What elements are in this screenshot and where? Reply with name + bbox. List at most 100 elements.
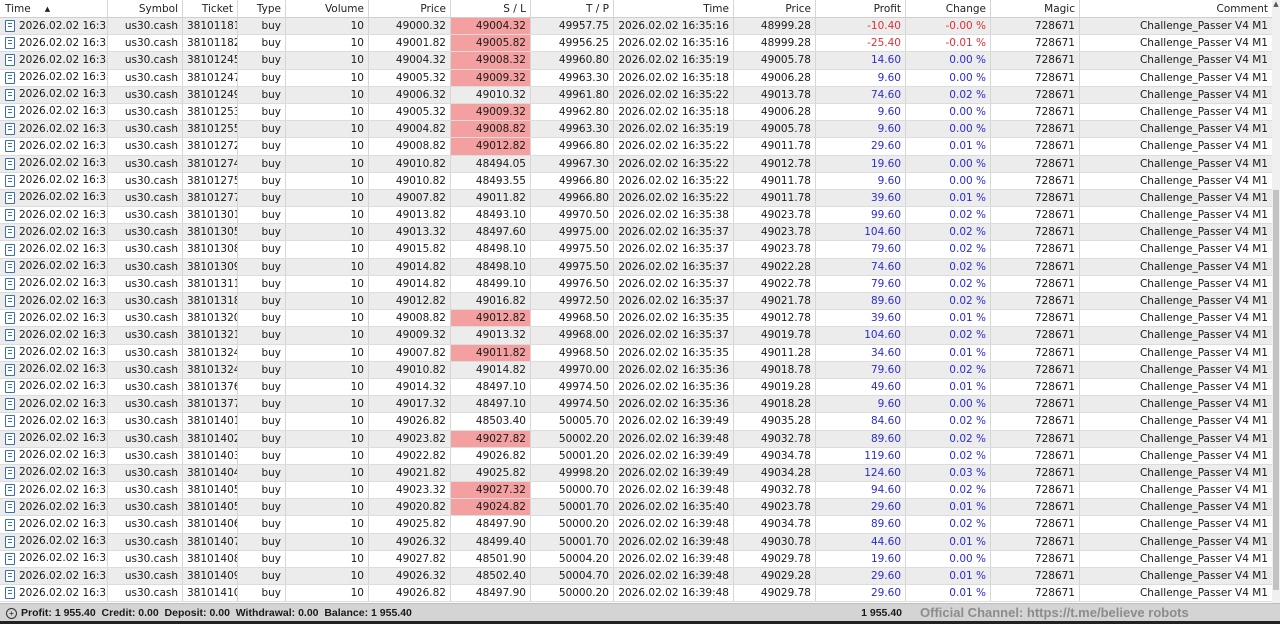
cell-comment: Challenge_Passer V4 M1: [1080, 18, 1272, 34]
cell-text: 9.60: [877, 174, 901, 187]
column-header-profit[interactable]: Profit: [816, 0, 906, 17]
column-header-symbol[interactable]: Symbol: [108, 0, 183, 17]
cell-open-price: 49026.32: [369, 568, 451, 585]
cell-symbol: us30.cash: [108, 550, 183, 567]
table-row[interactable]: 2026.02.02 16:35:... us30.cash 381013057 bu…: [0, 224, 1272, 242]
cell-change: 0.02 %: [906, 86, 991, 103]
cell-profit: 79.60: [816, 275, 906, 292]
cell-text: 49024.82: [475, 501, 526, 514]
table-row[interactable]: 2026.02.02 16:35:... us30.cash 381014019 bu…: [0, 413, 1272, 431]
cell-text: 2026.02.02 16:35:...: [19, 19, 107, 32]
table-row[interactable]: 2026.02.02 16:35:... us30.cash 381014024 bu…: [0, 430, 1272, 448]
cell-stop-loss: 48497.10: [451, 396, 531, 413]
cell-text: 2026.02.02 16:35:37: [618, 329, 729, 342]
cell-type: buy: [238, 310, 286, 327]
column-header-volume[interactable]: Volume: [286, 0, 369, 17]
scrollbar-thumb[interactable]: [1273, 190, 1279, 590]
cell-symbol: us30.cash: [108, 430, 183, 447]
table-row[interactable]: 2026.02.02 16:35:... us30.cash 381012770 bu…: [0, 189, 1272, 208]
table-row[interactable]: 2026.02.02 16:35:... us30.cash 381013217 bu…: [0, 327, 1272, 345]
column-header-stop-loss[interactable]: S / L: [451, 0, 531, 17]
table-row[interactable]: 2026.02.02 16:35:... us30.cash 381013770 bu…: [0, 396, 1272, 414]
table-row[interactable]: 2026.02.02 16:35:... us30.cash 381013249 bu…: [0, 361, 1272, 379]
column-header-take-profit[interactable]: T / P: [531, 0, 614, 17]
cell-comment: Challenge_Passer V4 M1: [1080, 259, 1272, 275]
table-row[interactable]: 2026.02.02 16:35:... us30.cash 381012537 bu…: [0, 103, 1272, 122]
column-header-change[interactable]: Change: [906, 0, 991, 17]
table-row[interactable]: 2026.02.02 16:35:... us30.cash 381012552 bu…: [0, 121, 1272, 139]
table-row[interactable]: 2026.02.02 16:35:... us30.cash 381013183 bu…: [0, 293, 1272, 311]
column-header-comment[interactable]: Comment: [1080, 0, 1272, 17]
column-header-close-time[interactable]: Time: [614, 0, 734, 17]
table-row[interactable]: 2026.02.02 16:35:... us30.cash 381012742 bu…: [0, 155, 1272, 173]
cell-text: 2026.02.02 16:39:48: [618, 552, 729, 565]
column-header-type[interactable]: Type: [238, 0, 286, 17]
cell-profit: 39.60: [816, 189, 906, 207]
table-row[interactable]: 2026.02.02 16:35:... us30.cash 381013115 bu…: [0, 275, 1272, 293]
table-row[interactable]: 2026.02.02 16:35:... us30.cash 381013084 bu…: [0, 241, 1272, 259]
cell-text: 49029.28: [760, 570, 811, 582]
table-row[interactable]: 2026.02.02 16:35:... us30.cash 381012471 bu…: [0, 69, 1272, 87]
cell-stop-loss: 49009.32: [451, 103, 531, 121]
table-row[interactable]: 2026.02.02 16:35:... us30.cash 381014082 bu…: [0, 550, 1272, 568]
cell-text: 50002.20: [558, 432, 609, 445]
cell-text: 0.01 %: [949, 140, 986, 153]
table-row[interactable]: 2026.02.02 16:35:... us30.cash 381014108 bu…: [0, 585, 1272, 603]
table-row[interactable]: 2026.02.02 16:35:... us30.cash 381014044 bu…: [0, 464, 1272, 483]
table-row[interactable]: 2026.02.02 16:35:... us30.cash 381014059 bu…: [0, 499, 1272, 517]
cell-comment: Challenge_Passer V4 M1: [1080, 362, 1272, 378]
cell-open-price: 49014.82: [369, 258, 451, 275]
deal-document-icon: [5, 312, 15, 325]
cell-text: 49009.32: [475, 71, 526, 84]
column-header-open-price[interactable]: Price: [369, 0, 451, 17]
cell-open-time: 2026.02.02 16:35:...: [0, 430, 108, 447]
cell-text: 49012.78: [760, 312, 811, 325]
cell-text: buy: [261, 432, 281, 445]
table-row[interactable]: 2026.02.02 16:35:... us30.cash 381011818 bu…: [0, 18, 1272, 36]
deal-document-icon: [5, 535, 15, 548]
table-row[interactable]: 2026.02.02 16:35:... us30.cash 381012494 bu…: [0, 86, 1272, 104]
table-row[interactable]: 2026.02.02 16:35:... us30.cash 381013205 bu…: [0, 310, 1272, 328]
cell-text: 29.60: [870, 587, 901, 600]
table-row[interactable]: 2026.02.02 16:35:... us30.cash 381012757 bu…: [0, 172, 1272, 190]
cell-magic: 728671: [991, 224, 1080, 241]
cell-comment: Challenge_Passer V4 M1: [1080, 345, 1272, 361]
cell-profit: 89.60: [816, 293, 906, 310]
table-row[interactable]: 2026.02.02 16:35:... us30.cash 381013093 bu…: [0, 258, 1272, 276]
cell-open-price: 49017.32: [369, 396, 451, 413]
cell-text: us30.cash: [124, 329, 178, 342]
cell-change: 0.02 %: [906, 430, 991, 447]
table-row[interactable]: 2026.02.02 16:35:... us30.cash 381014071 bu…: [0, 533, 1272, 551]
cell-text: 0.00 %: [949, 71, 986, 84]
table-row[interactable]: 2026.02.02 16:35:... us30.cash 381012727 bu…: [0, 138, 1272, 156]
cell-comment: Challenge_Passer V4 M1: [1080, 190, 1272, 206]
table-row[interactable]: 2026.02.02 16:35:... us30.cash 381013762 bu…: [0, 378, 1272, 397]
cell-text: us30.cash: [124, 37, 178, 50]
cell-text: 49013.32: [395, 226, 446, 239]
column-header-open-time[interactable]: Time ▲: [0, 0, 108, 17]
table-row[interactable]: 2026.02.02 16:35:... us30.cash 381014065 bu…: [0, 516, 1272, 534]
table-row[interactable]: 2026.02.02 16:35:... us30.cash 381012451 bu…: [0, 52, 1272, 70]
column-header-magic[interactable]: Magic: [991, 0, 1080, 17]
cell-ticket: 381013770: [183, 396, 238, 413]
cell-close-price: 49023.78: [734, 224, 816, 241]
vertical-scrollbar[interactable]: ▲: [1272, 0, 1280, 603]
table-row[interactable]: 2026.02.02 16:35:... us30.cash 381011824 bu…: [0, 35, 1272, 53]
column-header-close-price[interactable]: Price: [734, 0, 816, 17]
cell-magic: 728671: [991, 18, 1080, 35]
scroll-up-icon[interactable]: ▲: [1273, 0, 1279, 8]
cell-text: 74.60: [870, 260, 901, 273]
table-row[interactable]: 2026.02.02 16:35:... us30.cash 381014096 bu…: [0, 568, 1272, 586]
cell-text: -0.00 %: [945, 20, 986, 32]
column-header-ticket[interactable]: Ticket: [183, 0, 238, 17]
cell-profit: 29.60: [816, 138, 906, 155]
table-row[interactable]: 2026.02.02 16:35:... us30.cash 381013016 bu…: [0, 207, 1272, 225]
expand-plus-icon[interactable]: +: [6, 607, 17, 619]
table-row[interactable]: 2026.02.02 16:35:... us30.cash 381013242 bu…: [0, 344, 1272, 362]
table-row[interactable]: 2026.02.02 16:35:... us30.cash 381014031 bu…: [0, 447, 1272, 465]
table-row[interactable]: 2026.02.02 16:35:... us30.cash 381014055 bu…: [0, 482, 1272, 500]
cell-stop-loss: 49010.32: [451, 86, 531, 103]
cell-type: buy: [238, 189, 286, 207]
cell-text: 49005.78: [760, 123, 811, 136]
cell-take-profit: 49966.80: [531, 189, 614, 207]
